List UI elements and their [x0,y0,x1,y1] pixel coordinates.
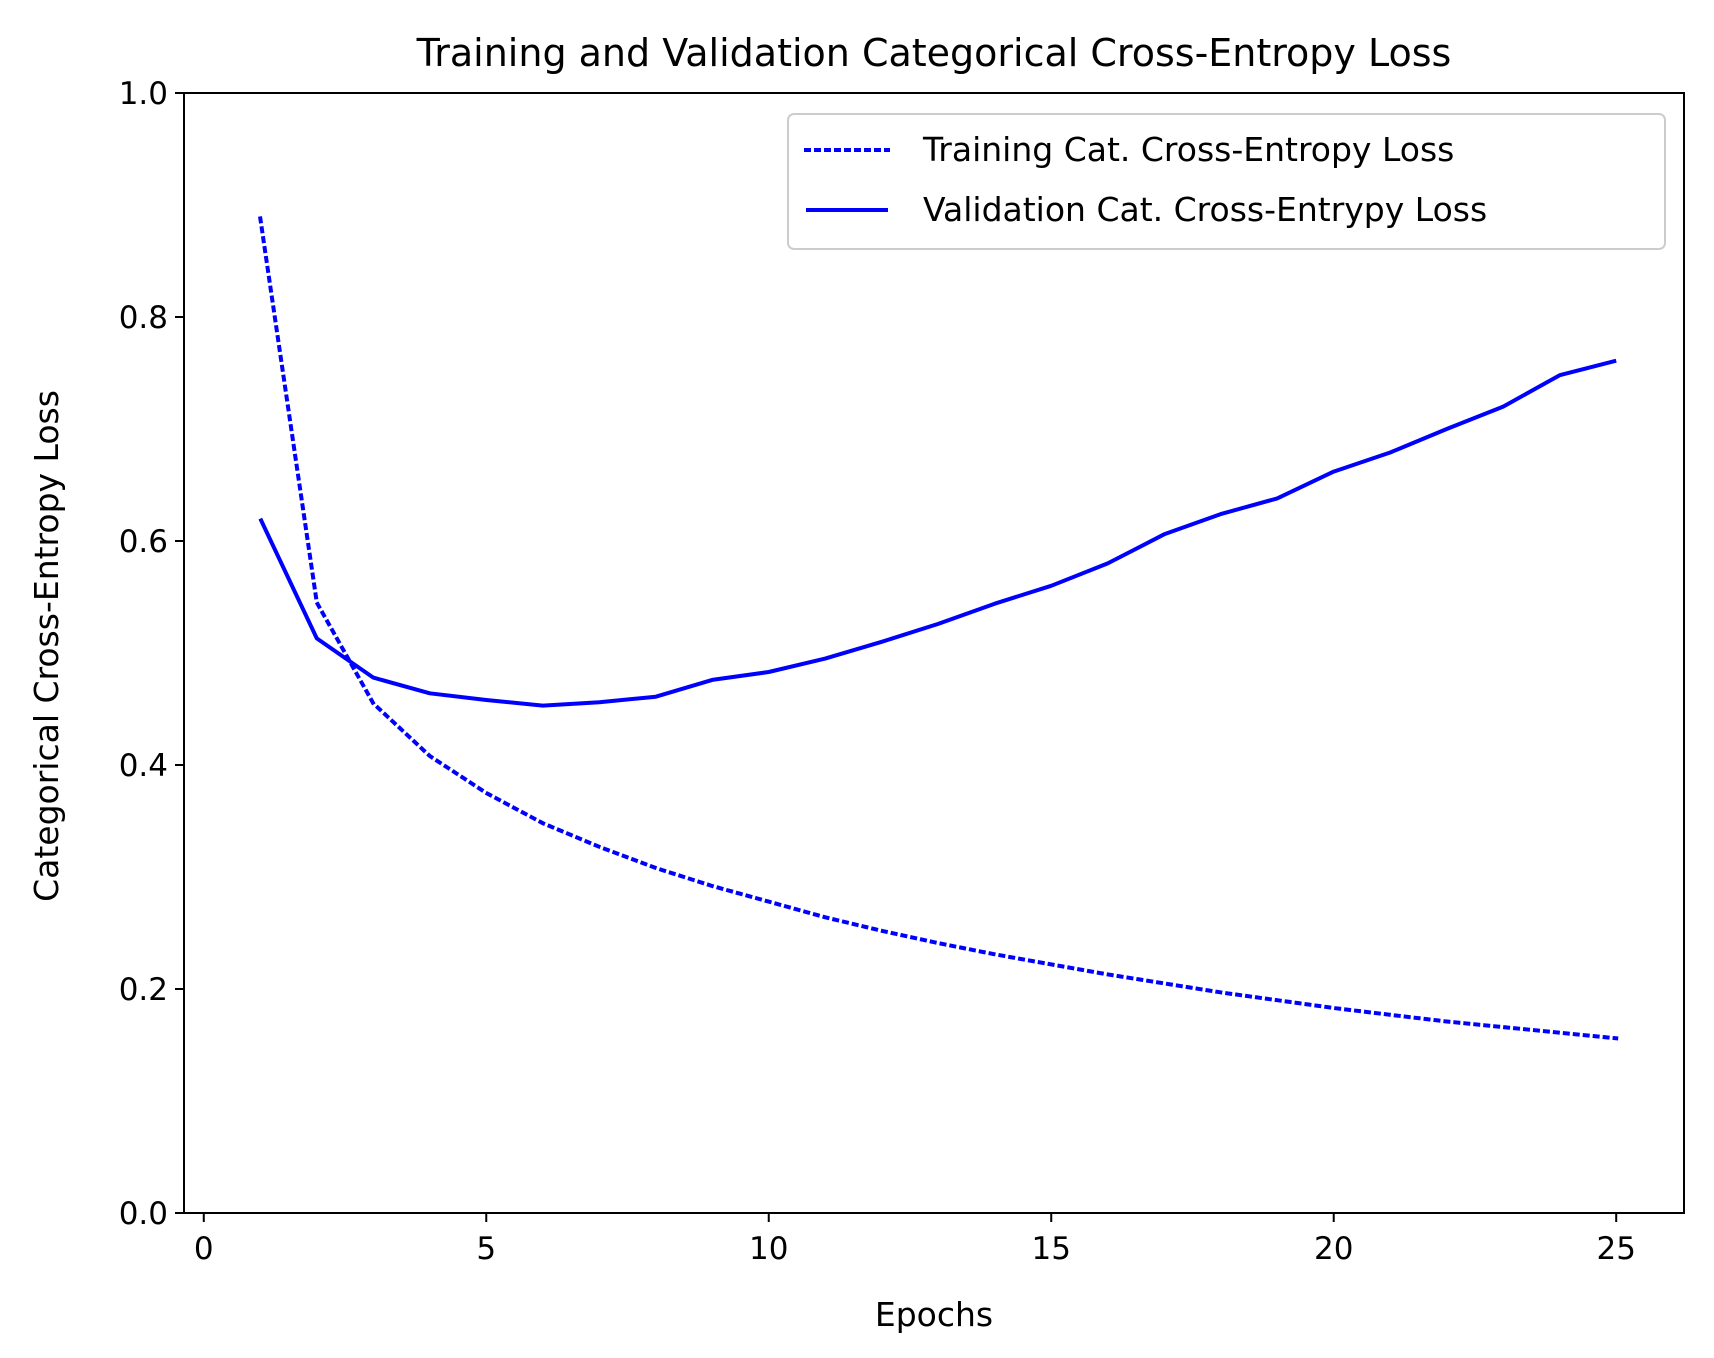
legend-box [787,113,1666,250]
x-tick-label: 10 [749,1231,788,1267]
legend-label-validation: Validation Cat. Cross-Entrypy Loss [923,190,1487,229]
legend: Training Cat. Cross-Entropy Loss Validat… [787,113,1666,250]
x-tick-label: 5 [476,1231,496,1267]
x-tick-label: 15 [1032,1231,1071,1267]
series-layer [258,216,1619,1041]
y-tick-label: 0.8 [119,300,168,336]
chart-title: Training and Validation Categorical Cros… [416,31,1452,75]
y-tick-label: 0.2 [119,972,168,1008]
x-axis-label: Epochs [875,1295,993,1334]
x-tick-label: 25 [1596,1231,1635,1267]
y-tick-label: 0.6 [119,524,168,560]
y-axis-ticks: 0.0 0.2 0.4 0.6 0.8 1.0 [119,76,184,1232]
y-tick-label: 0.0 [119,1196,168,1232]
training-loss-line [258,216,1619,1041]
x-tick-label: 20 [1314,1231,1353,1267]
y-axis-label: Categorical Cross-Entropy Loss [27,390,66,902]
x-axis-ticks: 0 5 10 15 20 25 [194,1213,1636,1267]
y-tick-label: 1.0 [119,76,168,112]
plot-frame [183,92,1685,1214]
x-tick-label: 0 [194,1231,214,1267]
y-tick-label: 0.4 [119,748,168,784]
validation-loss-line [258,358,1617,708]
legend-label-training: Training Cat. Cross-Entropy Loss [922,130,1454,169]
